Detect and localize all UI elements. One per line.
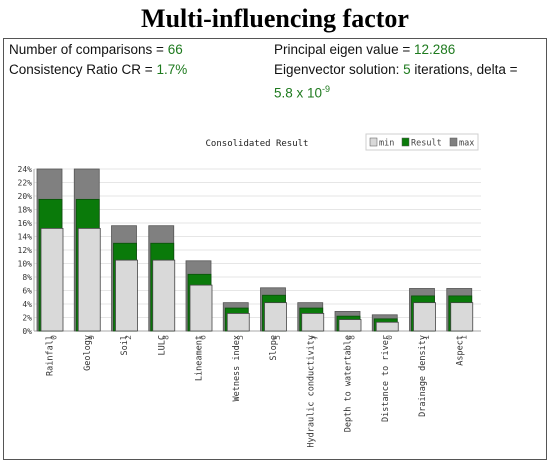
legend-swatch-result [401,137,410,147]
x-tick-number-soil: 2 [124,335,133,340]
x-tick-label-lulc: LULC [157,335,167,355]
y-tick-label: 6% [22,287,32,296]
x-tick-number-hydraulic-conductivity: 7 [310,335,319,340]
consistency-ratio-stat: Consistency Ratio CR = 1.7% [9,62,187,77]
y-tick-label: 2% [22,314,32,323]
figure-title: Multi-influencing factor [141,4,409,33]
bar-min-lulc [152,259,176,332]
delta-base: 5.8 x 10 [274,85,323,101]
x-tick-number-slope: 5 [273,335,282,340]
x-tick-label-hydraulic-conductivity: Hydraulic conductivity [306,335,316,448]
delta-exp: -9 [322,84,331,94]
x-tick-number-distance-to-river: 0 [385,335,394,340]
bar-min-distance-to-river [375,321,399,332]
x-tick-number-rainfall: 0 [50,335,59,340]
x-tick-number-lulc: 8 [161,335,170,340]
cr-value: 1.7% [156,62,188,77]
bar-min-wetness-index [226,313,250,332]
eigen-label: Principal eigen value = [274,42,414,57]
x-tick-label-aspect: Aspect [455,335,465,366]
x-tick-number-wetness-index: 5 [236,335,245,340]
evs-label: Eigenvector solution: [274,62,404,77]
chart-title: Consolidated Result [206,139,309,149]
eigenvalue-stat: Principal eigen value = 12.286 [274,42,455,57]
bar-min-slope [264,302,287,332]
evs-iterations: 5 [403,62,411,77]
x-tick-number-aspect: 1 [459,335,468,340]
comparisons-label: Number of comparisons = [9,42,168,57]
eigen-value: 12.286 [413,42,456,57]
x-tick-label-wetness-index: Wetness index [232,335,242,402]
x-tick-number-geology: 9 [87,335,96,340]
x-tick-number-drainage-density: 1 [422,335,431,340]
x-tick-label-geology: Geology [83,335,93,371]
comparisons-stat: Number of comparisons = 66 [9,42,183,57]
bar-min-aspect [450,302,474,332]
x-tick-label-slope: Slope [269,335,279,361]
evs-mid: iterations, delta = [410,62,518,77]
legend-label-result: Result [411,139,442,149]
y-tick-label: 14% [18,233,33,242]
delta-stat: 5.8 x 10-9 [274,84,330,101]
result-panel: Number of comparisons = 66 Consistency R… [3,38,547,460]
y-tick-label: 12% [18,246,33,255]
consolidated-result-chart: Consolidated Result min Result max 0% 2% 4% 6% 8… [18,133,481,448]
cr-label: Consistency Ratio CR = [9,62,157,77]
bar-min-hydraulic-conductivity [301,313,325,332]
x-tick-label-distance-to-river: Distance to river [381,335,391,422]
x-tick-label-drainage-density: Drainage density [418,335,428,417]
legend-label-min: min [379,139,394,149]
y-tick-label: 22% [18,179,33,188]
y-tick-label: 20% [18,192,33,201]
bar-min-lineament [189,284,213,332]
x-tick-number-lineament: 6 [199,335,208,340]
legend-swatch-min [369,137,378,147]
legend-swatch-max [449,137,458,147]
x-tick-label-lineament: Lineament [195,335,205,381]
y-tick-label: 24% [18,165,33,174]
bar-min-geology [77,227,101,332]
y-tick-label: 18% [18,206,33,215]
comparisons-value: 66 [167,42,183,57]
y-tick-label: 0% [22,327,32,336]
bar-min-depth-to-watertable [338,319,362,332]
x-tick-label-depth-to-watertable: Depth to watertable [344,335,354,432]
bar-min-soil [115,259,138,332]
y-tick-label: 8% [22,273,32,282]
legend-label-max: max [459,139,474,149]
x-tick-label-soil: Soil [120,335,130,355]
eigenvector-stat: Eigenvector solution: 5 iterations, delt… [274,62,518,77]
y-tick-label: 16% [18,219,33,228]
x-tick-number-depth-to-watertable: 8 [348,335,357,340]
y-tick-label: 4% [22,300,32,309]
bar-min-drainage-density [413,302,436,332]
x-tick-label-rainfall: Rainfall [46,335,56,376]
bar-min-rainfall [40,227,64,332]
y-tick-label: 10% [18,260,33,269]
